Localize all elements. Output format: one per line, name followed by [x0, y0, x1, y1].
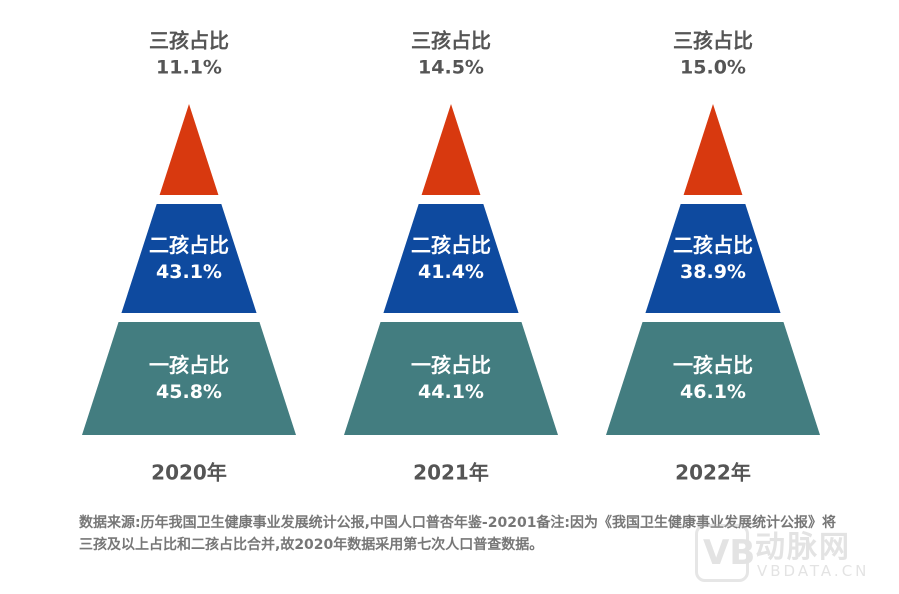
segment-2022年-0	[606, 322, 820, 435]
segment-2021年-0	[344, 322, 558, 435]
label-value-2021年-2: 14.5%	[418, 57, 484, 79]
label-value-2022年-2: 15.0%	[680, 57, 746, 79]
segment-2022年-1	[645, 204, 781, 313]
label-name-2022年-1: 二孩占比	[673, 233, 753, 257]
segment-2020年-2	[159, 104, 219, 195]
year-label-1: 2021年	[413, 461, 489, 485]
label-name-2020年-0: 一孩占比	[149, 353, 229, 377]
source-footnote: 数据来源:历年我国卫生健康事业发展统计公报,中国人口普杏年鉴-20201备注:因…	[79, 515, 837, 553]
label-name-2021年-0: 一孩占比	[411, 353, 491, 377]
label-value-2021年-1: 41.4%	[418, 261, 484, 283]
label-name-2022年-2: 三孩占比	[673, 29, 753, 53]
segment-2022年-2	[683, 104, 743, 195]
label-name-2021年-2: 三孩占比	[411, 29, 491, 53]
label-value-2021年-0: 44.1%	[418, 381, 484, 403]
year-label-2: 2022年	[675, 461, 751, 485]
label-name-2020年-2: 三孩占比	[149, 29, 229, 53]
segment-2021年-2	[421, 104, 481, 195]
label-value-2020年-1: 43.1%	[156, 261, 222, 283]
vb-logo-icon: VB	[695, 524, 755, 582]
label-value-2022年-0: 46.1%	[680, 381, 746, 403]
label-value-2020年-0: 45.8%	[156, 381, 222, 403]
label-value-2020年-2: 11.1%	[156, 57, 222, 79]
label-value-2022年-1: 38.9%	[680, 261, 746, 283]
label-name-2020年-1: 二孩占比	[149, 233, 229, 257]
watermark-url: VBDATA.CN	[757, 562, 870, 580]
year-label-0: 2020年	[151, 461, 227, 485]
segment-2021年-1	[383, 204, 519, 313]
segment-2020年-1	[121, 204, 257, 313]
label-name-2022年-0: 一孩占比	[673, 353, 753, 377]
segment-2020年-0	[82, 322, 296, 435]
label-name-2021年-1: 二孩占比	[411, 233, 491, 257]
watermark: VB 动脉网 VBDATA.CN	[695, 522, 885, 588]
watermark-name: 动脉网	[755, 530, 851, 565]
